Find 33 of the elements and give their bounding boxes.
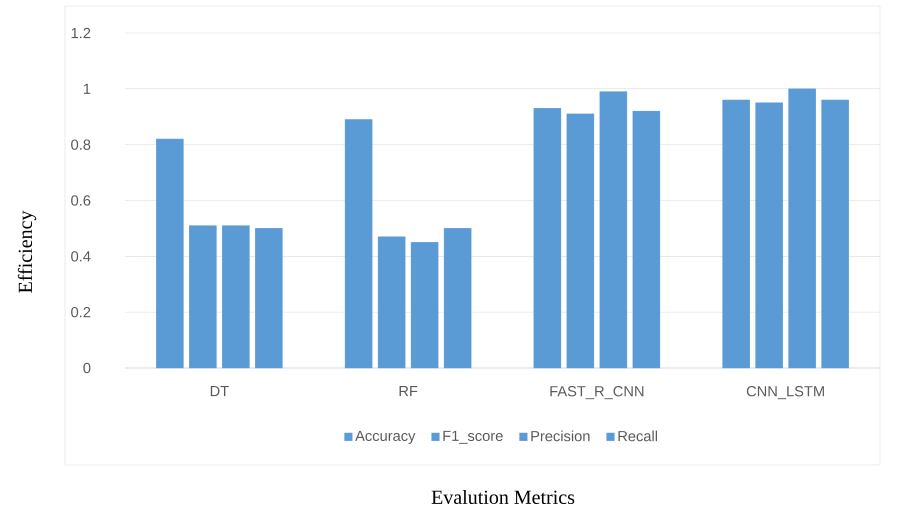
- y-tick-label: 0.4: [71, 251, 91, 262]
- x-tick-label: FAST_R_CNN: [550, 386, 644, 400]
- legend-label: Precision: [531, 430, 590, 442]
- bar: [189, 225, 217, 368]
- y-tick-label: 0.8: [71, 139, 90, 150]
- bar: [410, 242, 438, 368]
- bar: [722, 100, 750, 368]
- y-tick-label: 1.2: [72, 28, 90, 38]
- x-tick-label: DT: [210, 386, 229, 396]
- x-tick-label: CNN_LSTM: [746, 386, 824, 400]
- legend-label: F1_score: [443, 430, 503, 444]
- bar: [600, 91, 628, 368]
- bar: [632, 110, 660, 368]
- bar: [788, 88, 816, 368]
- y-tick-label: 0.2: [71, 306, 90, 318]
- y-tick-label: 1: [84, 84, 90, 94]
- bar: [444, 228, 472, 368]
- bar: [156, 138, 184, 368]
- y-tick-label: 0.6: [71, 195, 90, 206]
- bar: [821, 100, 849, 368]
- bar: [378, 236, 406, 368]
- bar: [344, 119, 372, 368]
- x-tick-label: RF: [400, 386, 418, 396]
- y-tick-label: 0: [83, 362, 90, 374]
- bar: [255, 228, 283, 368]
- y-axis-title: Efficiency: [18, 210, 36, 293]
- legend-label: Accuracy: [355, 430, 416, 444]
- bar: [222, 225, 250, 368]
- bar: [566, 114, 594, 368]
- bar: [534, 108, 562, 368]
- x-axis-title: Evalution Metrics: [432, 490, 574, 504]
- bar: [755, 102, 783, 368]
- legend-label: Recall: [618, 430, 658, 442]
